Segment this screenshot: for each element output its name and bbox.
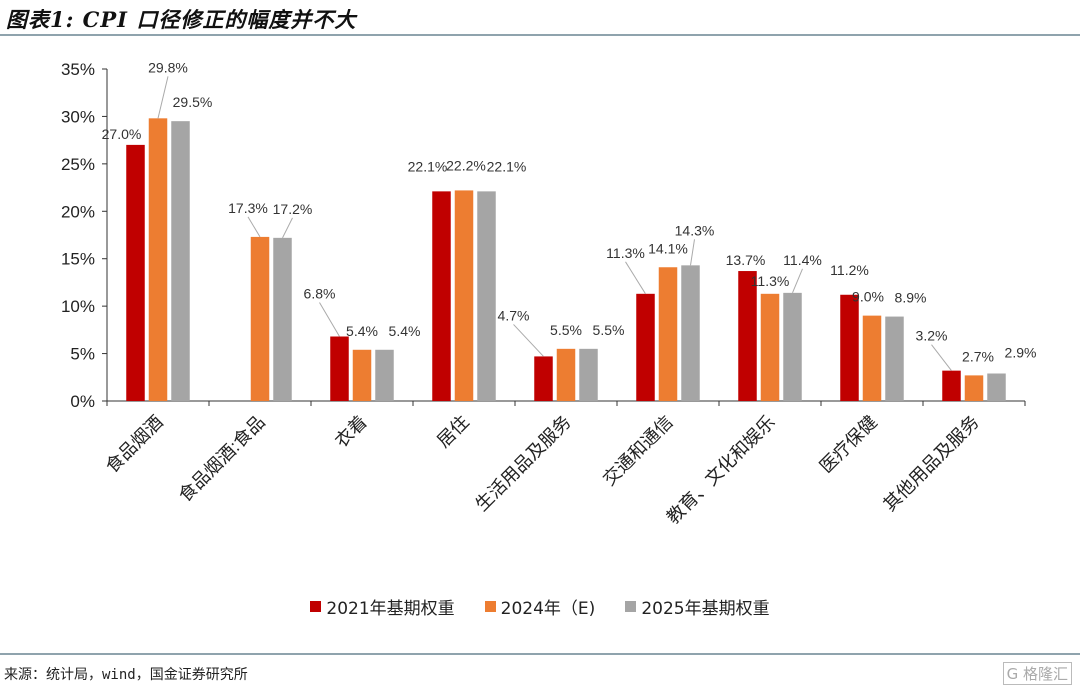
y-tick-label: 25% xyxy=(61,155,95,174)
bar xyxy=(375,349,394,401)
leader-line xyxy=(792,268,803,294)
legend-item: 2024年（E) xyxy=(484,594,596,619)
leader-line xyxy=(513,324,544,357)
watermark-logo: G 格隆汇 xyxy=(1002,662,1072,685)
leader-line xyxy=(690,239,695,266)
figure-title: 图表1: CPI 口径修正的幅度并不大 xyxy=(6,7,357,32)
x-category-label: 生活用品及服务 xyxy=(472,412,575,515)
data-label: 27.0% xyxy=(102,126,142,142)
title-divider xyxy=(0,34,1080,36)
x-category-label: 医疗保健 xyxy=(816,412,881,477)
data-label: 2.9% xyxy=(1005,344,1037,360)
data-label: 6.8% xyxy=(304,285,336,301)
x-category-label: 教育、文化和娱乐 xyxy=(663,412,779,528)
bar xyxy=(432,191,451,401)
bar xyxy=(250,236,270,401)
bar xyxy=(987,373,1006,401)
bar xyxy=(885,316,904,401)
bar xyxy=(330,336,349,401)
bar xyxy=(579,348,598,401)
leader-line xyxy=(157,76,169,119)
bar xyxy=(760,293,780,401)
legend-label: 2024年（E) xyxy=(500,599,596,619)
data-label: 13.7% xyxy=(726,252,766,268)
data-label: 22.1% xyxy=(487,158,527,174)
bar xyxy=(454,190,474,401)
data-label: 5.5% xyxy=(550,322,582,338)
data-label: 14.1% xyxy=(648,240,688,256)
data-label: 22.1% xyxy=(408,158,448,174)
x-category-label: 交通和通信 xyxy=(599,412,677,490)
data-label: 11.3% xyxy=(751,273,790,289)
legend-item: 2025年基期权重 xyxy=(625,594,770,619)
bar xyxy=(964,375,984,401)
data-label: 14.3% xyxy=(675,222,715,238)
bar-chart: 0% 5% 10% 15% 20% 25% 30% 35% 食品烟酒 27.0% 29.8% 29.5… xyxy=(61,59,1037,528)
data-label: 17.3% xyxy=(228,200,268,216)
y-tick-label: 35% xyxy=(61,60,95,79)
data-label: 8.9% xyxy=(895,290,927,306)
data-label: 9.0% xyxy=(852,289,884,305)
bar xyxy=(273,237,292,401)
legend-label: 2025年基期权重 xyxy=(641,599,770,619)
footer-divider xyxy=(0,653,1080,655)
y-tick-label: 30% xyxy=(61,107,95,126)
x-category-label: 食品烟酒 xyxy=(102,412,167,477)
bar xyxy=(126,144,145,401)
data-label: 4.7% xyxy=(498,307,530,323)
bar xyxy=(556,348,576,401)
y-tick-label: 15% xyxy=(61,250,95,269)
bar xyxy=(862,315,882,401)
x-category-label: 居住 xyxy=(433,412,473,452)
bar xyxy=(171,121,190,402)
data-label: 5.4% xyxy=(389,323,421,339)
data-label: 3.2% xyxy=(916,328,948,344)
legend-item: 2021年基期权重 xyxy=(310,594,455,619)
bar xyxy=(636,293,655,401)
y-tick-label: 0% xyxy=(70,392,95,411)
data-label: 5.5% xyxy=(593,322,625,338)
bar xyxy=(352,349,372,401)
bar xyxy=(477,191,496,401)
x-category-label: 其他用品及服务 xyxy=(880,412,983,515)
bar xyxy=(658,267,678,401)
bar xyxy=(148,118,168,401)
x-category-label: 衣着 xyxy=(331,412,371,452)
data-label: 17.2% xyxy=(273,201,313,217)
data-label: 29.8% xyxy=(148,59,188,75)
y-tick-label: 5% xyxy=(70,345,95,364)
data-label: 22.2% xyxy=(446,157,486,173)
leader-line xyxy=(282,217,293,239)
bar xyxy=(942,370,961,401)
leader-line xyxy=(319,302,340,337)
y-tick-label: 20% xyxy=(61,202,95,221)
bar xyxy=(534,356,553,401)
data-label: 11.2% xyxy=(830,262,869,278)
data-label: 11.3% xyxy=(606,245,645,261)
leader-line xyxy=(247,216,261,238)
source-note: 来源：统计局，wind，国金证券研究所 xyxy=(4,667,248,683)
leader-line xyxy=(931,344,952,371)
y-tick-label: 10% xyxy=(61,297,95,316)
bar xyxy=(681,265,700,401)
bar xyxy=(738,271,757,401)
bar xyxy=(783,292,802,401)
leader-line xyxy=(625,261,646,295)
legend-label: 2021年基期权重 xyxy=(326,599,455,619)
data-label: 5.4% xyxy=(346,323,378,339)
data-label: 2.7% xyxy=(962,348,994,364)
legend-swatch xyxy=(484,601,496,612)
legend: 2021年基期权重 2024年（E) 2025年基期权重 xyxy=(0,594,1080,619)
bar xyxy=(840,294,859,401)
data-label: 11.4% xyxy=(783,252,822,268)
legend-swatch xyxy=(625,601,637,612)
legend-swatch xyxy=(310,601,322,612)
data-label: 29.5% xyxy=(173,94,213,110)
x-category-label: 食品烟酒:食品 xyxy=(175,412,269,506)
